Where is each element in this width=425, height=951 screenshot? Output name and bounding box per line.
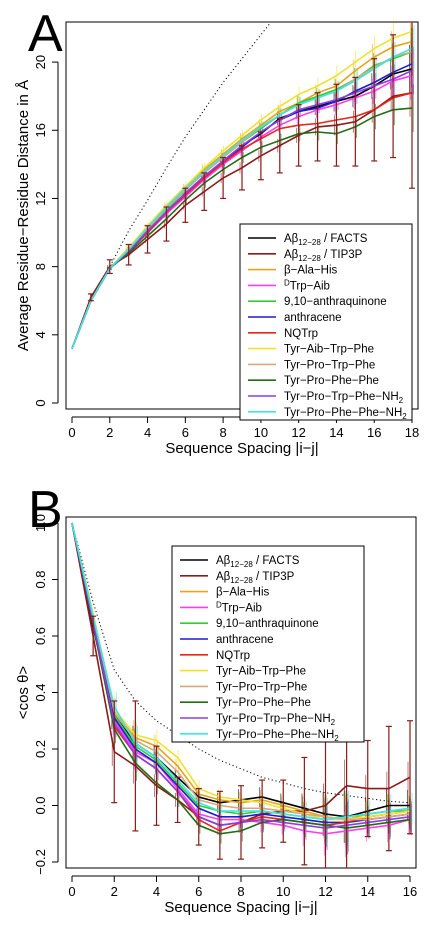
y-tick-label: 16: [33, 123, 48, 137]
x-tick-label: 12: [318, 884, 332, 899]
x-tick-label: 12: [291, 425, 305, 440]
x-tick-label: 14: [329, 425, 343, 440]
legend-label: Tyr−Aib−Trp−Phe: [216, 666, 306, 678]
y-tick-label: 0.2: [33, 740, 48, 758]
chart-a-svg: 0 2 4 6 8 10 12 14 16 18 0 4 8 12 16 20 Sequence Spacing…: [15, 21, 419, 457]
legend-label: Tyr−Aib−Trp−Phe: [284, 344, 374, 356]
legend-label: Tyr−Pro−Phe−Phe−NH2: [284, 407, 407, 421]
x-tick-label: 0: [68, 425, 75, 440]
x-tick-label: 0: [68, 884, 75, 899]
panel-a-label: A: [28, 5, 63, 63]
legend-label: Tyr−Pro−Phe−Phe: [216, 697, 311, 709]
legend-label: DTrp−Aib: [216, 600, 262, 614]
chart-b-svg: 0 2 4 6 8 10 12 14 16 −0.2 0.0 0.2 0.4 0.6 0.8 1.0 Seque…: [15, 514, 417, 916]
y-tick-label: 12: [33, 191, 48, 205]
y-tick-label: −0.2: [33, 849, 48, 875]
y-tick-label: 20: [33, 55, 48, 69]
legend-label: DTrp−Aib: [284, 278, 330, 292]
x-tick-label: 14: [361, 884, 375, 899]
y-axis-label: Average Residue−Residue Distance in Å: [15, 80, 32, 351]
legend-label: Aβ12−28 / FACTS: [216, 555, 300, 569]
legend-label: Tyr−Pro−Trp−Phe−NH2: [216, 713, 336, 727]
legend-label: Aβ12−28 / FACTS: [284, 233, 368, 247]
y-tick-label: 0.8: [33, 570, 48, 588]
legend-label: 9,10−anthraquinone: [216, 618, 319, 630]
x-axis-label: Sequence Spacing |i−j|: [164, 899, 317, 916]
plot-area: [71, 22, 415, 349]
plot-area: [71, 522, 413, 868]
x-tick-label: 6: [182, 425, 189, 440]
legend-label: Aβ12−28 / TIP3P: [216, 571, 295, 585]
legend-label: 9,10−anthraquinone: [284, 296, 387, 308]
x-tick-label: 18: [405, 425, 419, 440]
panel-a: A 0 2 4 6 8 10 12 14 16 18 0 4 8 12 16 20 Sequence Spaci…: [0, 0, 425, 475]
legend-label: β−Ala−His: [216, 587, 270, 599]
x-tick-label: 16: [367, 425, 381, 440]
legend-label: Tyr−Pro−Trp−Phe−NH2: [284, 391, 404, 405]
reference-dotted-line: [71, 522, 411, 804]
x-tick-label: 6: [195, 884, 202, 899]
y-tick-label: 0.0: [33, 796, 48, 814]
panel-b-label: B: [28, 481, 63, 539]
legend-label: Tyr−Pro−Phe−Phe−NH2: [216, 729, 339, 743]
x-axis-label: Sequence Spacing |i−j|: [165, 440, 318, 457]
legend-label: β−Ala−His: [284, 265, 338, 277]
x-tick-label: 8: [219, 425, 226, 440]
x-tick-label: 16: [403, 884, 417, 899]
y-tick-label: 8: [33, 263, 48, 270]
y-tick-label: 0.4: [33, 683, 48, 701]
y-tick-label: 1.0: [33, 514, 48, 532]
panel-b: B 0 2 4 6 8 10 12 14 16 −0.2 0.0 0.2 0.4 0.6 0.8 1.0 Seq…: [0, 476, 425, 951]
y-tick-label: 0.6: [33, 627, 48, 645]
y-tick-label: 4: [33, 331, 48, 338]
legend-label: anthracene: [216, 634, 274, 646]
x-tick-label: 4: [144, 425, 151, 440]
x-tick-label: 2: [111, 884, 118, 899]
legend-label: Tyr−Pro−Trp−Phe: [216, 681, 307, 693]
legend-label: Aβ12−28 / TIP3P: [284, 249, 363, 263]
x-tick-label: 2: [106, 425, 113, 440]
legend-label: Tyr−Pro−Trp−Phe: [284, 359, 375, 371]
y-tick-label: 0: [33, 399, 48, 406]
legend-label: NQTrp: [284, 328, 318, 340]
x-tick-label: 8: [237, 884, 244, 899]
plot-frame: [65, 516, 417, 869]
legend-label: Tyr−Pro−Phe−Phe: [284, 375, 379, 387]
legend-box: [171, 545, 365, 743]
x-tick-label: 10: [276, 884, 290, 899]
legend-label: NQTrp: [216, 650, 250, 662]
x-tick-label: 4: [153, 884, 160, 899]
legend-box: [239, 223, 413, 421]
x-tick-label: 10: [254, 425, 268, 440]
legend-label: anthracene: [284, 312, 342, 324]
y-axis-label: <cos θ>: [15, 666, 32, 720]
